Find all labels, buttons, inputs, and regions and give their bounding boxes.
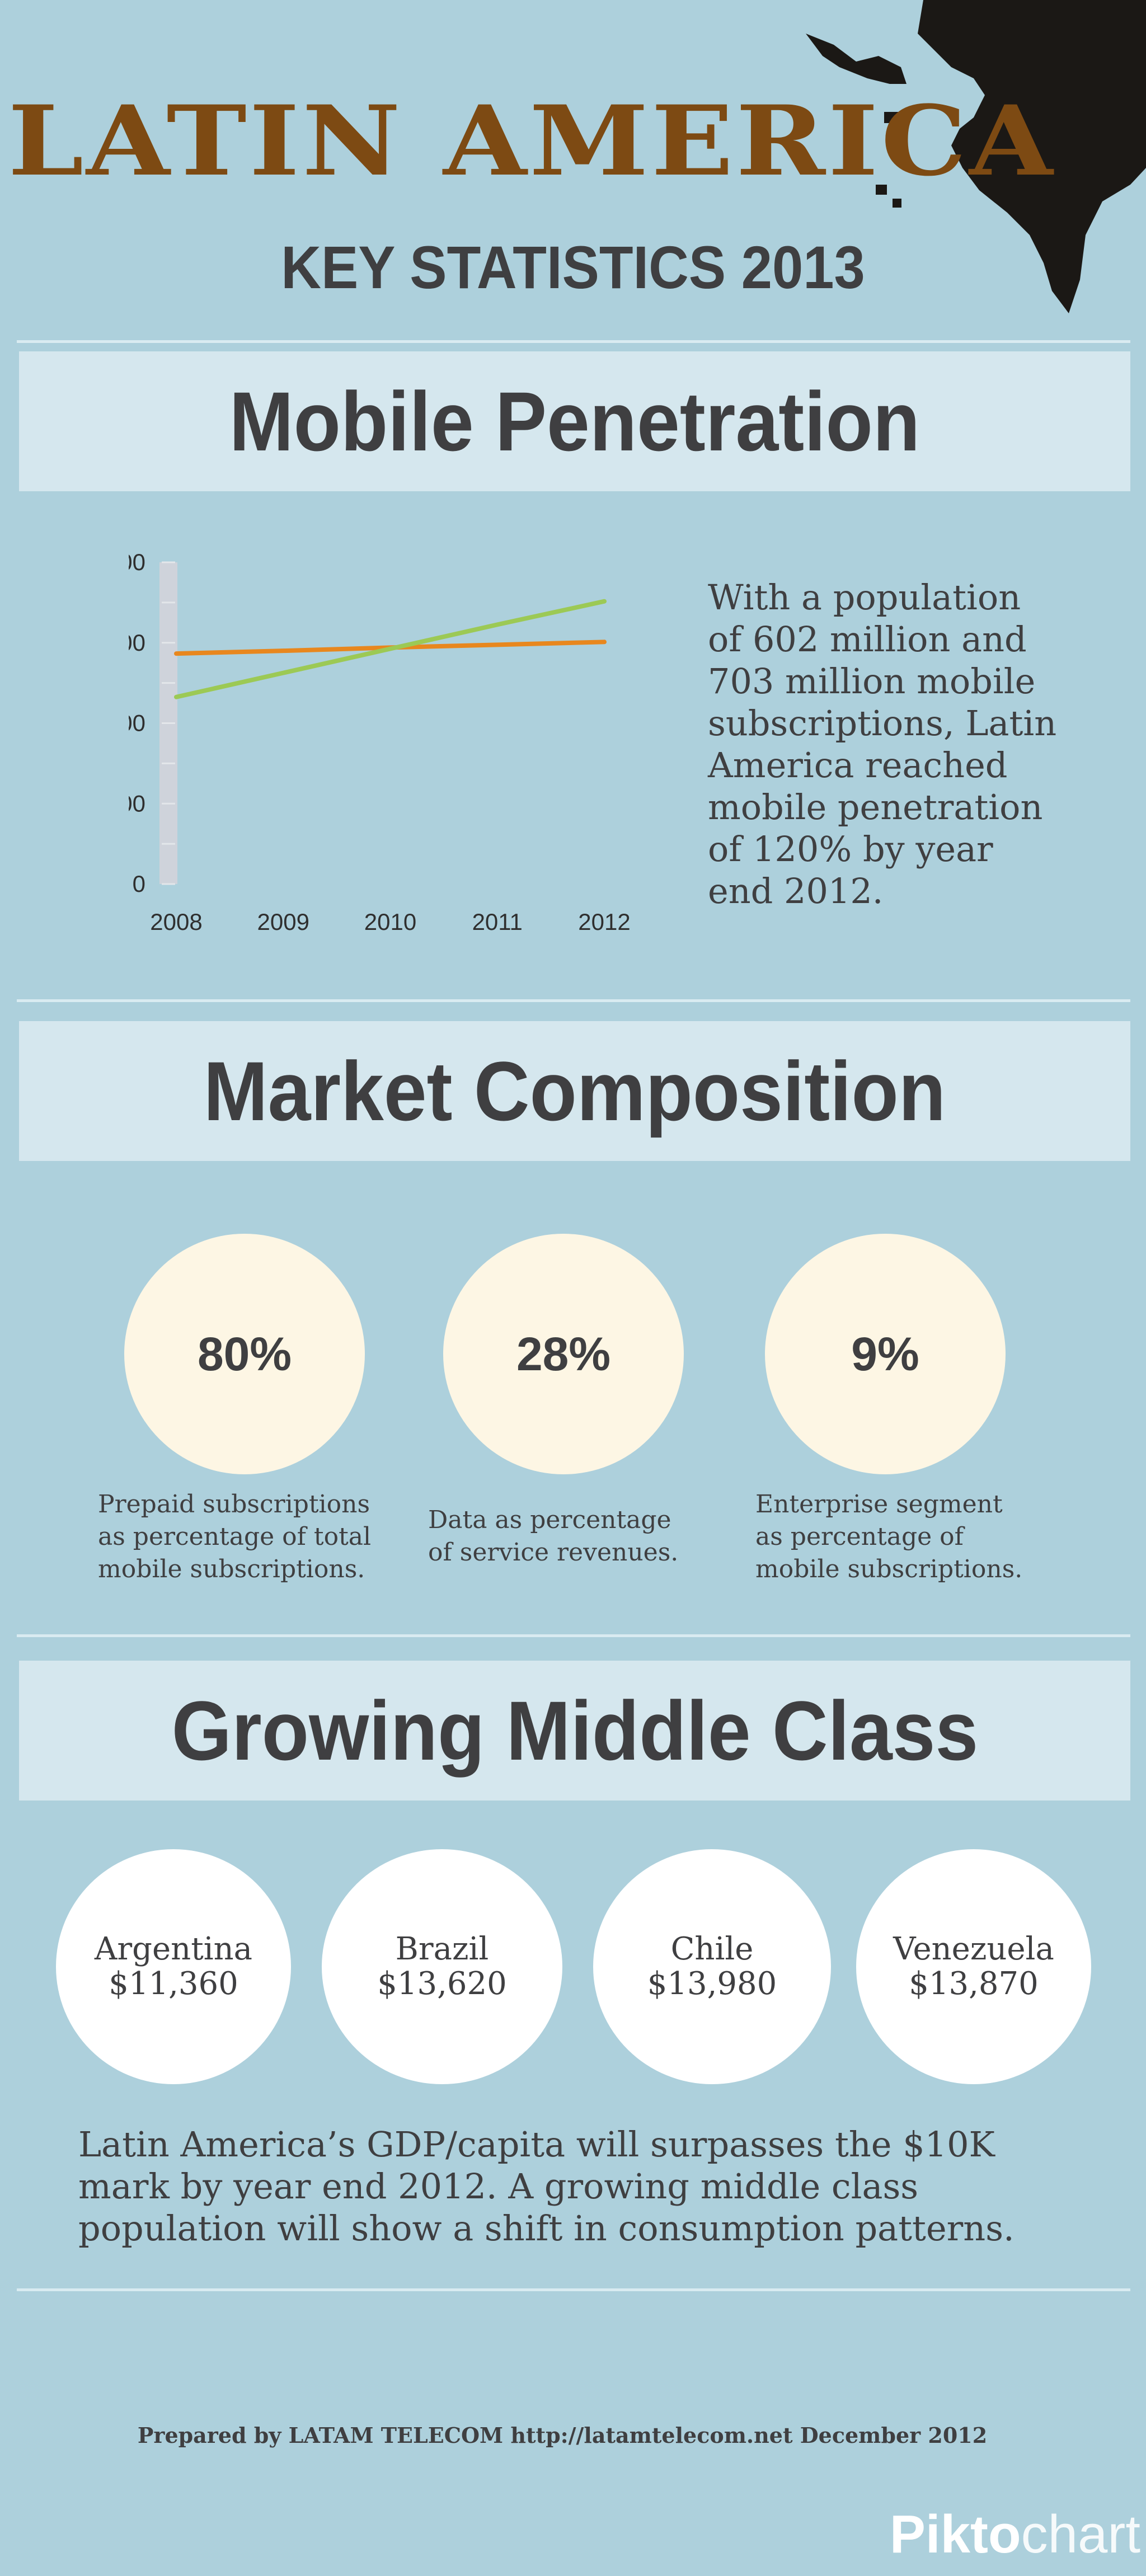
- logo-part: chart: [1021, 2504, 1140, 2564]
- stat-circle-data: 28%: [443, 1234, 684, 1474]
- section-banner-middle: Growing Middle Class: [19, 1661, 1130, 1801]
- caption-line: mobile subscriptions.: [755, 1555, 1023, 1583]
- y-tick-label: 800: [129, 549, 145, 575]
- text-line: population will show a shift in consumpt…: [78, 2208, 1015, 2249]
- stat-value: 28%: [516, 1327, 611, 1380]
- page-subtitle: KEY STATISTICS 2013: [281, 233, 865, 301]
- stat-caption-prepaid: Prepaid subscriptions as percentage of t…: [98, 1488, 371, 1586]
- section-heading: Growing Middle Class: [171, 1683, 978, 1778]
- section-divider: [17, 1634, 1130, 1637]
- stat-circle-prepaid: 80%: [124, 1234, 365, 1474]
- country-name: Venezuela: [893, 1931, 1054, 1967]
- text-line: subscriptions, Latin: [708, 703, 1057, 744]
- text-line: end 2012.: [708, 871, 884, 911]
- y-tick-label: 600: [129, 629, 145, 656]
- gdp-circle-venezuela: Venezuela $13,870: [856, 1849, 1091, 2084]
- logo-part: Pikto: [889, 2504, 1021, 2564]
- text-line: mark by year end 2012. A growing middle …: [78, 2166, 919, 2207]
- piktochart-logo: Piktochart: [890, 2504, 1140, 2565]
- gdp-text: Latin America’s GDP/capita will surpasse…: [78, 2123, 1015, 2249]
- country-name: Chile: [670, 1931, 754, 1967]
- gdp-circle-argentina: Argentina $11,360: [56, 1849, 291, 2084]
- gdp-value: $13,980: [647, 1966, 777, 2002]
- text-line: of 120% by year: [708, 829, 993, 869]
- caption-line: Enterprise segment: [755, 1490, 1003, 1519]
- country-name: Argentina: [94, 1931, 253, 1967]
- gdp-value: $13,620: [377, 1966, 507, 2002]
- text-line: With a population: [708, 577, 1021, 618]
- caption-line: as percentage of: [755, 1522, 964, 1551]
- series-line-1: [174, 599, 607, 699]
- gdp-value: $11,360: [109, 1966, 238, 2002]
- text-line: of 602 million and: [708, 619, 1027, 660]
- text-line: mobile penetration: [708, 787, 1043, 828]
- y-tick-label: 200: [129, 790, 145, 816]
- text-line: 703 million mobile: [708, 661, 1036, 702]
- x-tick-label: 2008: [150, 909, 202, 935]
- section-heading: Market Composition: [203, 1043, 946, 1138]
- mobile-penetration-chart: 0 200 400 600 800 2008 2009 2010 2011 2012: [129, 549, 631, 935]
- stat-value: 9%: [851, 1327, 919, 1380]
- country-name: Brazil: [395, 1931, 489, 1967]
- caption-line: as percentage of total: [98, 1522, 372, 1551]
- caption-line: of service revenues.: [428, 1538, 679, 1567]
- gdp-circle-brazil: Brazil $13,620: [322, 1849, 562, 2084]
- section-heading: Mobile Penetration: [229, 374, 920, 468]
- caption-line: mobile subscriptions.: [98, 1555, 365, 1583]
- stat-value: 80%: [197, 1327, 292, 1380]
- y-tick-label: 400: [129, 710, 145, 736]
- section-banner-market: Market Composition: [19, 1021, 1130, 1161]
- section-divider: [17, 340, 1130, 343]
- x-tick-label: 2012: [578, 909, 630, 935]
- x-tick-label: 2010: [364, 909, 416, 935]
- stat-circle-enterprise: 9%: [765, 1234, 1006, 1474]
- section-banner-mobile: Mobile Penetration: [19, 351, 1130, 491]
- stat-caption-enterprise: Enterprise segment as percentage of mobi…: [755, 1488, 1022, 1586]
- text-line: America reached: [708, 745, 1008, 786]
- caption-line: Data as percentage: [428, 1506, 671, 1534]
- section-divider: [17, 2288, 1130, 2291]
- gdp-value: $13,870: [909, 1966, 1039, 2002]
- section-divider: [17, 999, 1130, 1002]
- x-tick-label: 2011: [472, 909, 523, 935]
- x-tick-label: 2009: [257, 909, 309, 935]
- latin-america-map-icon: [806, 0, 1146, 313]
- page-title: LATIN AMERICA: [8, 84, 1055, 198]
- gdp-circle-chile: Chile $13,980: [593, 1849, 831, 2084]
- text-line: Latin America’s GDP/capita will surpasse…: [78, 2124, 995, 2165]
- caption-line: Prepaid subscriptions: [98, 1490, 370, 1519]
- mobile-penetration-text: With a population of 602 million and 703…: [708, 576, 1056, 912]
- y-tick-label: 0: [133, 871, 145, 897]
- footer-credit: Prepared by LATAM TELECOM http://latamte…: [137, 2423, 988, 2448]
- stat-caption-data: Data as percentage of service revenues.: [428, 1504, 678, 1569]
